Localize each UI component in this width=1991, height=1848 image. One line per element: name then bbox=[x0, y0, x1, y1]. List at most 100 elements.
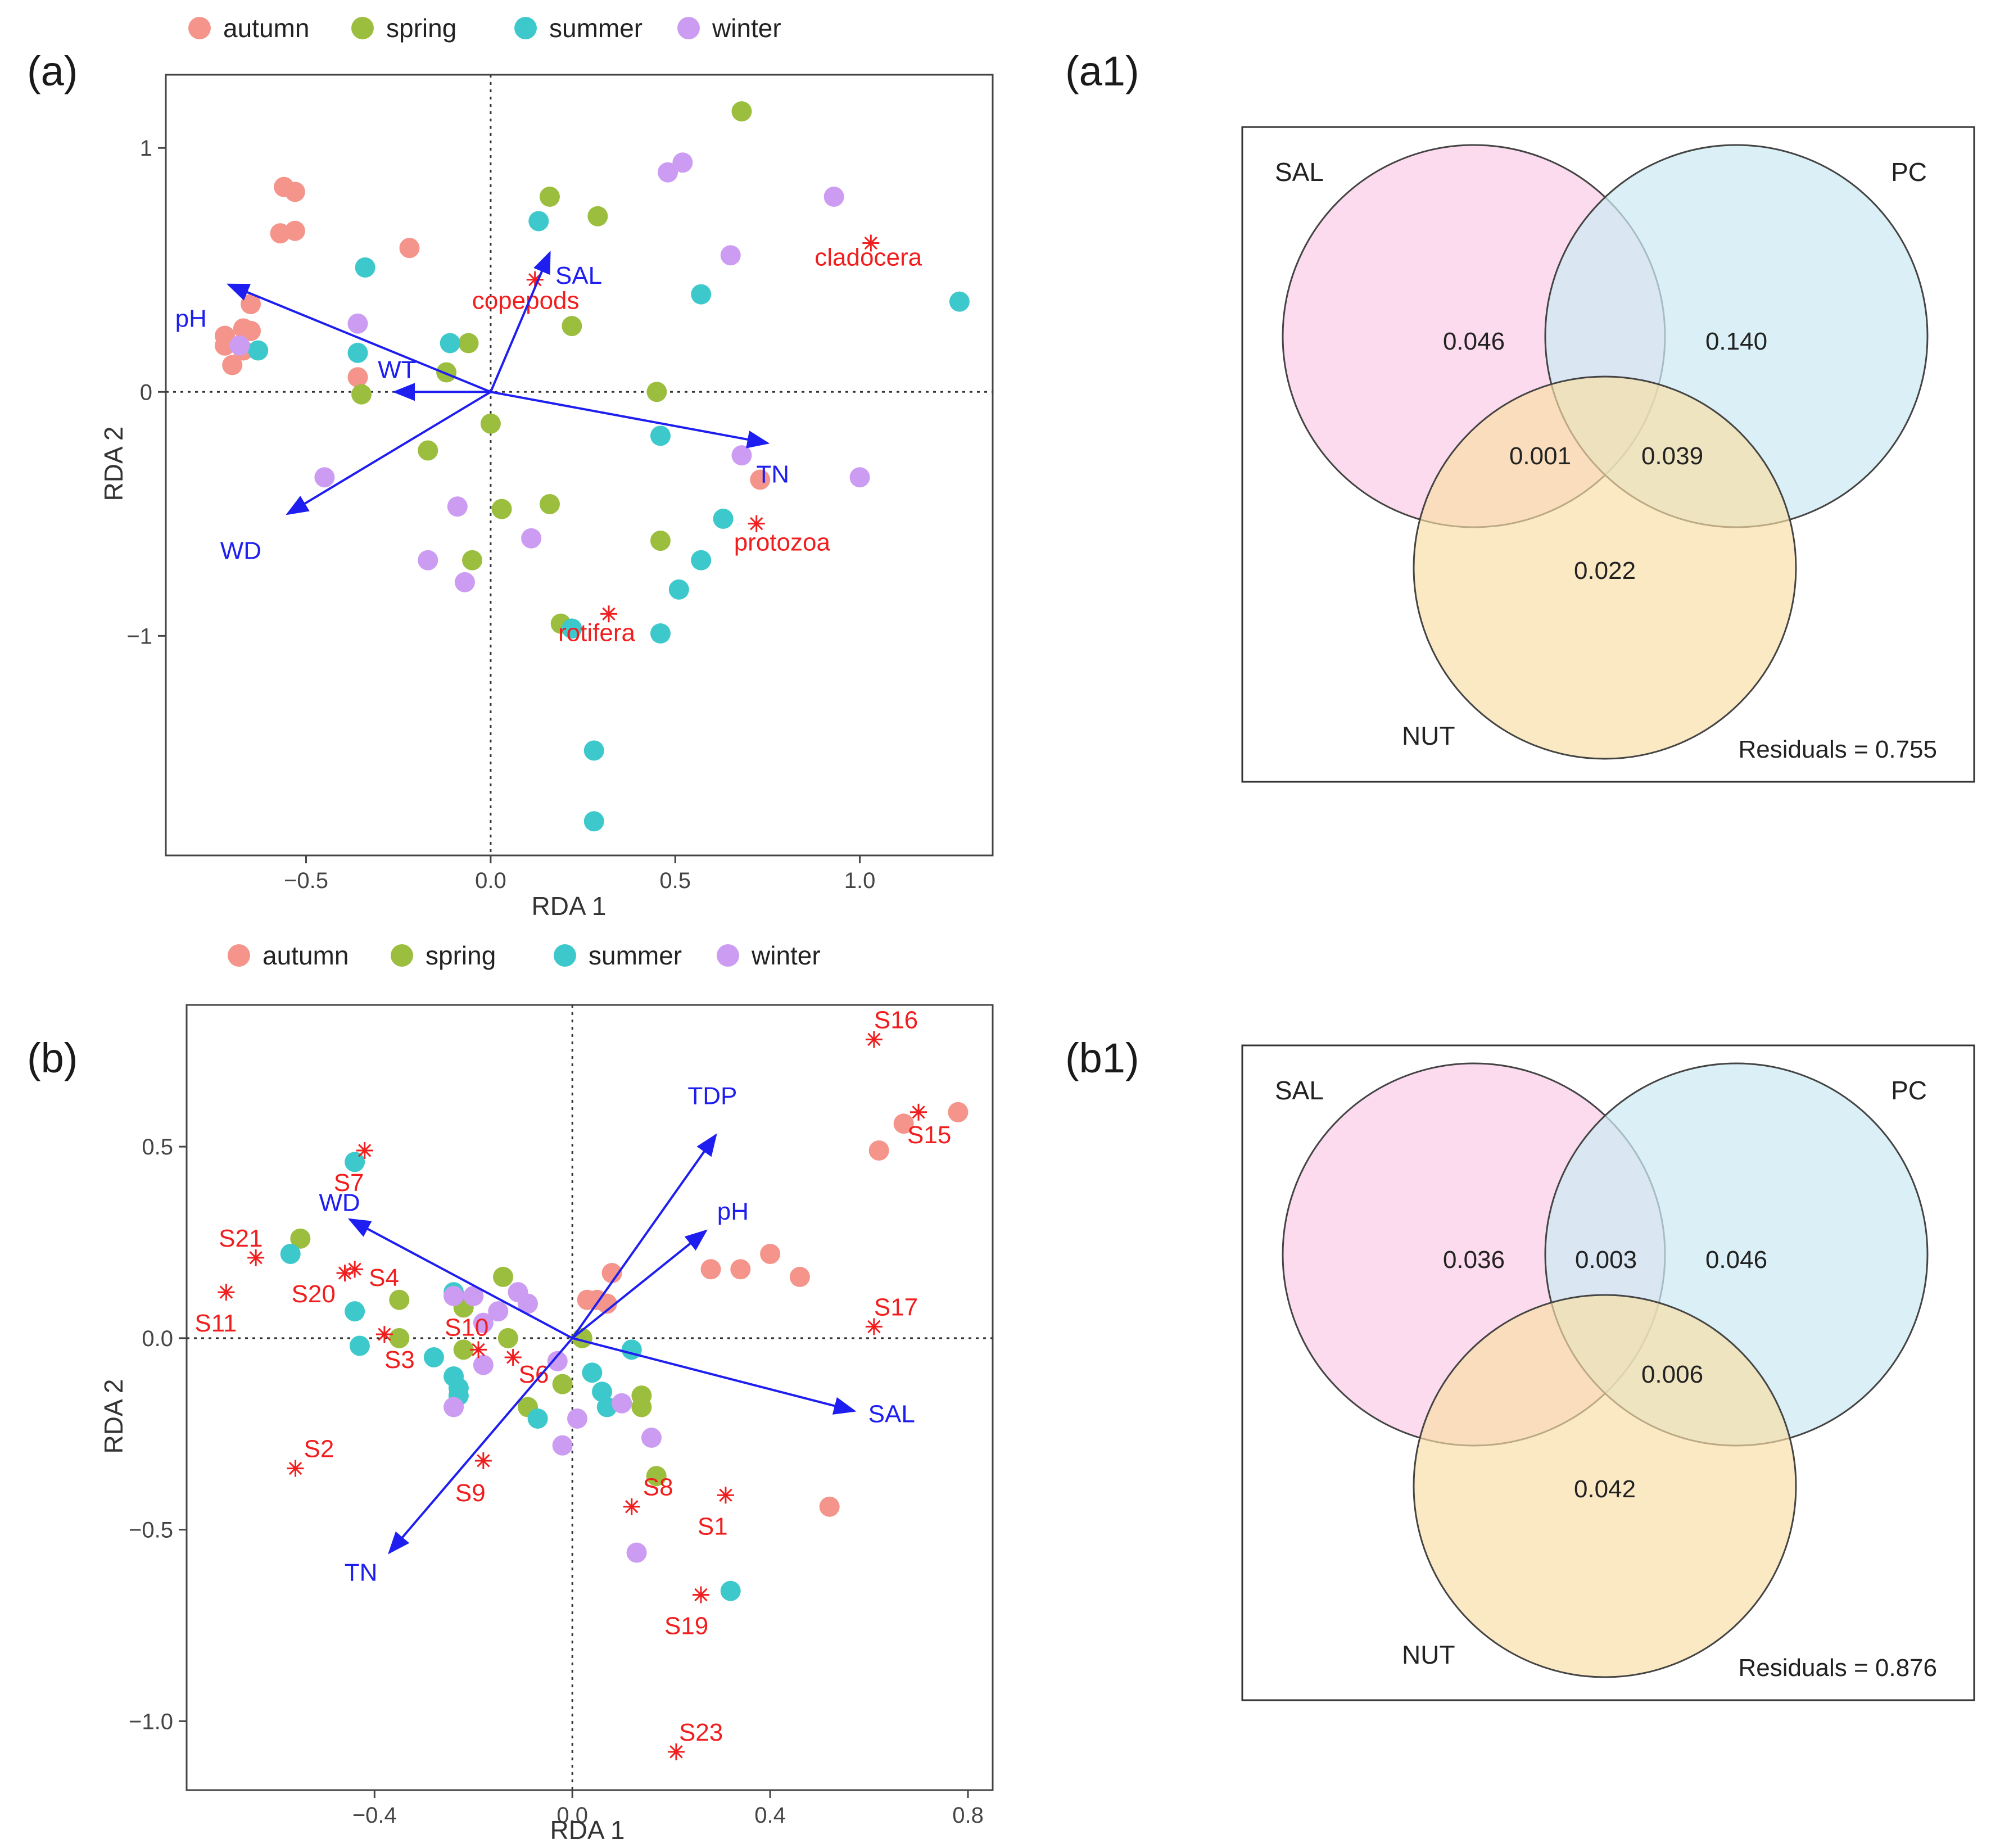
sample-point-spring bbox=[453, 1339, 474, 1360]
species-label: cladocera bbox=[814, 244, 922, 271]
sample-point-spring bbox=[650, 531, 671, 551]
sample-point-winter bbox=[612, 1393, 632, 1414]
species-label: S2 bbox=[304, 1435, 334, 1463]
sample-point-spring bbox=[290, 1228, 311, 1249]
venn-set-label-sal: SAL bbox=[1275, 157, 1324, 187]
sample-point-winter bbox=[547, 1351, 568, 1371]
legend-a: autumn spring summer winter bbox=[188, 13, 781, 43]
species-label: rotifera bbox=[558, 619, 635, 646]
legend-marker-summer bbox=[554, 944, 576, 967]
panel-label-b1: (b1) bbox=[1065, 1035, 1139, 1081]
panel-label-a: (a) bbox=[27, 48, 78, 94]
sample-point-summer bbox=[583, 740, 604, 761]
species-marker bbox=[667, 1743, 685, 1760]
species-label: S23 bbox=[679, 1719, 723, 1746]
y-tick-label: 0.5 bbox=[142, 1135, 173, 1159]
env-arrow bbox=[388, 1337, 573, 1555]
sample-point-winter bbox=[454, 572, 475, 592]
env-arrow-label: WT bbox=[378, 356, 416, 383]
sample-point-summer bbox=[562, 618, 582, 639]
sample-point-spring bbox=[587, 206, 608, 227]
plot-area-a: −0.5 0.0 0.5 1.010−1cladoceracopepodsprotoz… bbox=[126, 74, 994, 893]
y-tick-label: 0 bbox=[140, 380, 152, 405]
species-marker bbox=[748, 515, 765, 532]
y-axis-label-b: RDA 2 bbox=[99, 1379, 128, 1454]
x-tick-label: 0.8 bbox=[952, 1803, 984, 1828]
x-tick-label: 0.4 bbox=[754, 1803, 786, 1828]
sample-point-autumn bbox=[750, 469, 771, 490]
venn-residuals: Residuals = 0.755 bbox=[1739, 736, 1937, 763]
legend-label-summer: summer bbox=[589, 941, 682, 970]
legend-marker-summer bbox=[514, 17, 537, 39]
sample-point-autumn bbox=[730, 1259, 751, 1280]
venn-diagram-a1: (a1) SAL PC NUT 0.046 0.140 0.001 0.039 … bbox=[1065, 48, 1975, 783]
sample-point-summer bbox=[720, 1580, 741, 1601]
sample-point-spring bbox=[493, 1266, 514, 1287]
species-label: S20 bbox=[292, 1280, 336, 1308]
legend-marker-spring bbox=[351, 17, 374, 39]
species-label: S21 bbox=[219, 1225, 263, 1252]
sample-point-spring bbox=[458, 333, 479, 354]
env-arrow bbox=[572, 1337, 857, 1415]
sample-point-winter bbox=[567, 1408, 588, 1429]
legend-marker-winter bbox=[717, 944, 739, 967]
venn-circle-nut-a1 bbox=[1413, 375, 1797, 760]
species-marker bbox=[247, 1249, 265, 1266]
env-arrow-label: TDP bbox=[687, 1082, 737, 1110]
venn-set-label-nut: NUT bbox=[1402, 1640, 1455, 1669]
sample-point-autumn bbox=[893, 1113, 914, 1134]
sample-point-spring bbox=[562, 316, 582, 337]
species-marker bbox=[717, 1487, 734, 1504]
venn-value-nut-only: 0.022 bbox=[1574, 557, 1636, 585]
species-marker bbox=[287, 1460, 304, 1477]
sample-point-summer bbox=[668, 579, 689, 600]
sample-point-winter bbox=[731, 445, 752, 466]
sample-point-winter bbox=[444, 1285, 464, 1306]
sample-point-summer bbox=[345, 1152, 365, 1172]
sample-point-summer bbox=[527, 1408, 548, 1429]
sample-point-winter bbox=[418, 550, 438, 570]
sample-point-autumn bbox=[789, 1266, 810, 1287]
sample-point-winter bbox=[849, 467, 870, 488]
y-tick-label: 1 bbox=[140, 136, 152, 161]
env-arrow-label: SAL bbox=[868, 1400, 915, 1428]
venn-set-label-nut: NUT bbox=[1402, 721, 1455, 750]
venn-set-label-sal: SAL bbox=[1275, 1076, 1324, 1105]
species-marker bbox=[910, 1103, 927, 1121]
sample-point-spring bbox=[351, 384, 372, 405]
venn-value-pc-only: 0.140 bbox=[1705, 328, 1767, 355]
sample-point-summer bbox=[423, 1347, 444, 1367]
legend-label-spring: spring bbox=[426, 941, 496, 970]
y-tick-label: 0.0 bbox=[142, 1326, 173, 1351]
sample-point-winter bbox=[444, 1397, 464, 1417]
sample-point-spring bbox=[389, 1328, 410, 1348]
sample-point-autumn bbox=[215, 335, 236, 356]
species-marker bbox=[474, 1452, 492, 1469]
legend-marker-autumn bbox=[228, 944, 250, 967]
species-label: S10 bbox=[445, 1313, 488, 1341]
venn-value-sal-only: 0.036 bbox=[1443, 1246, 1505, 1274]
plot-area-b: −0.4 0.0 0.4 0.8 0.5 0.0 −0.5 −1.0 S16 S15 S17 S7 S2… bbox=[129, 1004, 994, 1828]
sample-point-spring bbox=[491, 499, 512, 519]
sample-point-summer bbox=[248, 340, 269, 361]
species-label: S3 bbox=[384, 1346, 415, 1374]
sample-point-winter bbox=[518, 1293, 539, 1314]
env-arrow-label: SAL bbox=[555, 262, 602, 289]
env-arrow-label: WD bbox=[319, 1189, 360, 1217]
env-arrow-label: pH bbox=[175, 305, 207, 332]
sample-point-spring bbox=[389, 1289, 410, 1310]
sample-point-autumn bbox=[222, 355, 243, 375]
species-label: S1 bbox=[698, 1512, 728, 1540]
x-tick-label: −0.4 bbox=[352, 1803, 397, 1828]
sample-point-spring bbox=[497, 1328, 518, 1348]
sample-point-autumn bbox=[284, 220, 305, 241]
x-tick-label: 0.0 bbox=[475, 868, 506, 893]
plot-frame bbox=[165, 74, 994, 857]
sample-point-winter bbox=[521, 528, 542, 549]
venn-value-pc-only: 0.046 bbox=[1705, 1246, 1767, 1274]
sample-point-winter bbox=[473, 1312, 494, 1333]
species-marker bbox=[623, 1498, 640, 1515]
sample-point-summer bbox=[528, 211, 549, 232]
sample-point-autumn bbox=[948, 1102, 969, 1122]
venn-set-label-pc: PC bbox=[1891, 157, 1927, 187]
